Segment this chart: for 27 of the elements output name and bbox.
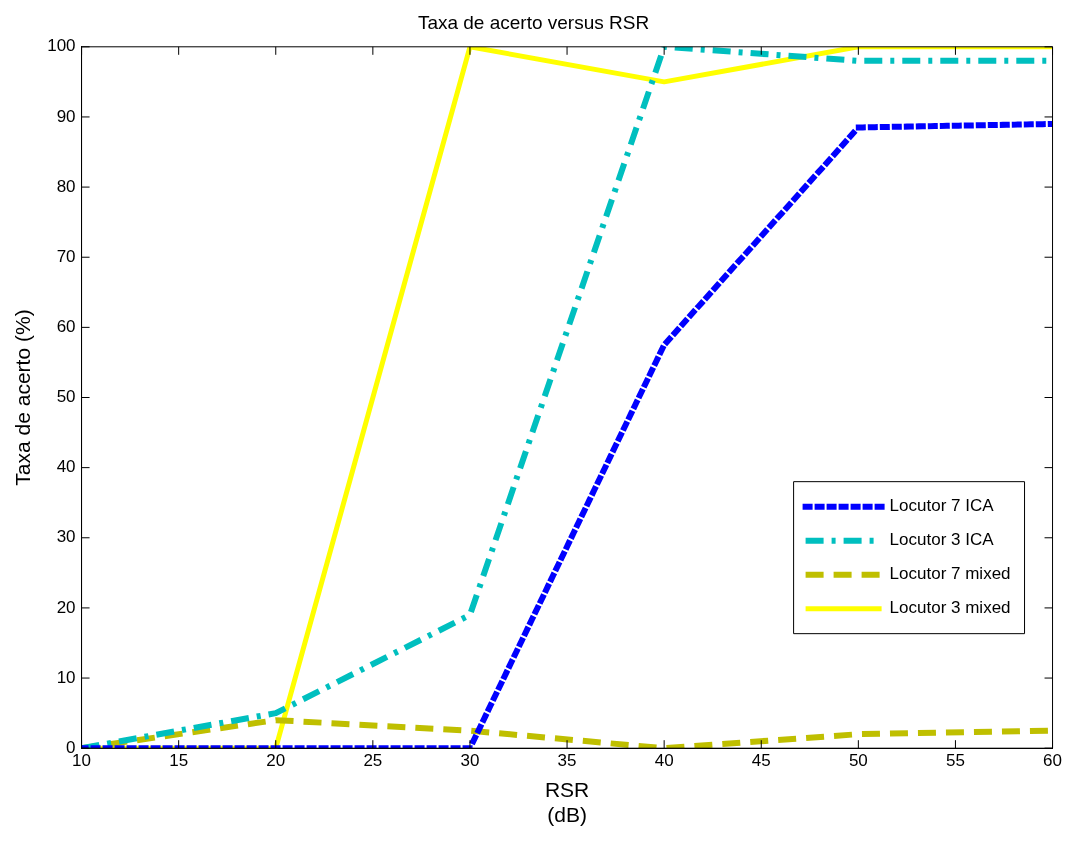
- x-tick-label: 55: [945, 751, 965, 771]
- y-tick-label: 100: [47, 36, 76, 56]
- y-tick-label: 50: [56, 387, 76, 407]
- x-tick-label: 15: [169, 751, 189, 771]
- x-tick-label: 50: [848, 751, 868, 771]
- x-tick-label: 20: [266, 751, 286, 771]
- x-tick-label: 35: [557, 751, 577, 771]
- y-axis-title: Taxa de acerto (%): [11, 309, 35, 486]
- y-tick-label: 90: [56, 106, 76, 126]
- legend-label: Locutor 7 ICA: [889, 496, 995, 516]
- y-tick-label: 40: [56, 457, 76, 477]
- x-axis-title: RSR (dB): [544, 778, 590, 827]
- legend-label: Locutor 7 mixed: [889, 564, 1011, 584]
- y-tick-label: 70: [56, 246, 76, 266]
- legend-label: Locutor 3 ICA: [889, 530, 995, 550]
- x-tick-label: 40: [654, 751, 674, 771]
- y-tick-label: 20: [56, 597, 76, 617]
- y-tick-label: 30: [56, 527, 76, 547]
- y-tick-label: 60: [56, 317, 76, 337]
- x-tick-label: 60: [1043, 751, 1063, 771]
- y-tick-label: 80: [56, 176, 76, 196]
- y-tick-label: 10: [56, 667, 76, 687]
- x-tick-label: 30: [460, 751, 480, 771]
- x-tick-label: 45: [751, 751, 771, 771]
- legend-label: Locutor 3 mixed: [889, 598, 1011, 618]
- chart-title: Taxa de acerto versus RSR: [417, 11, 650, 33]
- x-tick-label: 25: [363, 751, 383, 771]
